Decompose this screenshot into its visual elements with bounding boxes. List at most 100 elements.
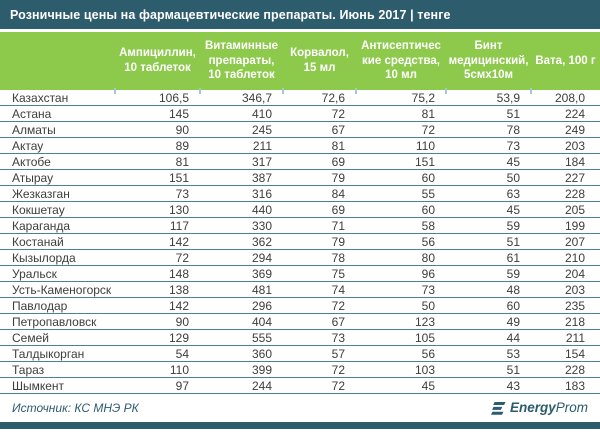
region-cell: Петропавловск xyxy=(0,313,115,330)
price-cell: 317 xyxy=(200,153,283,170)
region-cell: Павлодар xyxy=(0,297,115,314)
price-cell: 78 xyxy=(283,249,356,266)
region-cell: Казахстан xyxy=(0,90,115,106)
price-cell: 60 xyxy=(446,297,531,314)
pharma-price-table: Ампициллин, 10 таблеток Витаминные препар… xyxy=(0,32,600,394)
price-cell: 211 xyxy=(531,329,600,346)
region-cell: Усть-Каменогорск xyxy=(0,281,115,298)
price-cell: 44 xyxy=(446,329,531,346)
price-cell: 79 xyxy=(283,169,356,186)
price-cell: 72 xyxy=(283,361,356,378)
price-cell: 228 xyxy=(531,361,600,378)
page-title: Розничные цены на фармацевтические препа… xyxy=(10,7,451,22)
price-cell: 245 xyxy=(200,121,283,138)
price-cell: 49 xyxy=(446,313,531,330)
region-cell: Костанай xyxy=(0,233,115,250)
price-cell: 58 xyxy=(356,217,446,234)
product-column-header: Антисептичес кие средства, 10 мл xyxy=(356,32,446,90)
price-cell: 54 xyxy=(115,345,200,362)
price-cell: 55 xyxy=(356,185,446,202)
price-cell: 73 xyxy=(115,185,200,202)
price-cell: 207 xyxy=(531,233,600,250)
price-cell: 330 xyxy=(200,217,283,234)
price-cell: 71 xyxy=(283,217,356,234)
table-row: Казахстан 106,5 346,7 72,6 75,2 53,9 208,0 xyxy=(0,90,600,106)
price-cell: 138 xyxy=(115,281,200,298)
price-cell: 218 xyxy=(531,313,600,330)
price-cell: 404 xyxy=(200,313,283,330)
price-cell: 74 xyxy=(283,281,356,298)
price-cell: 45 xyxy=(356,377,446,394)
table-header: Ампициллин, 10 таблеток Витаминные препар… xyxy=(0,32,600,90)
price-cell: 75 xyxy=(283,265,356,282)
price-cell: 387 xyxy=(200,169,283,186)
price-cell: 53,9 xyxy=(446,90,531,106)
price-cell: 48 xyxy=(446,281,531,298)
price-cell: 142 xyxy=(115,297,200,314)
price-cell: 211 xyxy=(200,137,283,154)
price-cell: 60 xyxy=(356,201,446,218)
price-cell: 72 xyxy=(283,377,356,394)
price-cell: 96 xyxy=(356,265,446,282)
price-cell: 249 xyxy=(531,121,600,138)
price-cell: 123 xyxy=(356,313,446,330)
column-tick xyxy=(199,88,201,94)
region-cell: Тараз xyxy=(0,361,115,378)
price-cell: 79 xyxy=(283,233,356,250)
table-row: Шымкент 97 244 72 45 43 183 xyxy=(0,377,600,394)
price-cell: 73 xyxy=(356,281,446,298)
price-cell: 80 xyxy=(356,249,446,266)
price-cell: 73 xyxy=(283,329,356,346)
price-cell: 84 xyxy=(283,185,356,202)
price-cell: 90 xyxy=(115,121,200,138)
table-row: Петропавловск 90 404 67 123 49 218 xyxy=(0,313,600,330)
price-cell: 481 xyxy=(200,281,283,298)
price-cell: 90 xyxy=(115,313,200,330)
price-cell: 72 xyxy=(356,121,446,138)
price-cell: 51 xyxy=(446,233,531,250)
price-cell: 57 xyxy=(283,345,356,362)
region-cell: Талдыкорган xyxy=(0,345,115,362)
price-cell: 130 xyxy=(115,201,200,218)
region-column-header xyxy=(0,32,115,90)
region-cell: Атырау xyxy=(0,169,115,186)
title-bar: Розничные цены на фармацевтические препа… xyxy=(0,0,600,29)
region-cell: Семей xyxy=(0,329,115,346)
price-cell: 103 xyxy=(356,361,446,378)
table-row: Кокшетау 130 440 69 60 45 205 xyxy=(0,201,600,218)
price-cell: 81 xyxy=(356,105,446,122)
column-tick xyxy=(530,88,532,94)
price-cell: 184 xyxy=(531,153,600,170)
price-cell: 399 xyxy=(200,361,283,378)
price-cell: 69 xyxy=(283,201,356,218)
table-row: Усть-Каменогорск 138 481 74 73 48 203 xyxy=(0,281,600,298)
brand-energy: Energy xyxy=(509,400,556,415)
table-row: Костанай 142 362 79 56 51 207 xyxy=(0,233,600,250)
price-cell: 81 xyxy=(283,137,356,154)
price-cell: 60 xyxy=(356,169,446,186)
price-cell: 67 xyxy=(283,313,356,330)
price-cell: 75,2 xyxy=(356,90,446,106)
price-cell: 73 xyxy=(446,137,531,154)
price-cell: 151 xyxy=(115,169,200,186)
product-column-header: Бинт медицинский, 5смх10м xyxy=(446,32,531,90)
table-row: Семей 129 555 73 105 44 211 xyxy=(0,329,600,346)
price-cell: 235 xyxy=(531,297,600,314)
table-row: Актау 89 211 81 110 73 203 xyxy=(0,137,600,154)
price-cell: 51 xyxy=(446,105,531,122)
price-cell: 117 xyxy=(115,217,200,234)
product-column-header: Витаминные препараты, 10 таблеток xyxy=(200,32,283,90)
table-row: Астана 145 410 72 81 51 224 xyxy=(0,105,600,122)
price-cell: 72 xyxy=(115,249,200,266)
price-cell: 105 xyxy=(356,329,446,346)
price-cell: 69 xyxy=(283,153,356,170)
price-cell: 362 xyxy=(200,233,283,250)
table-row: Алматы 90 245 67 72 78 249 xyxy=(0,121,600,138)
price-cell: 440 xyxy=(200,201,283,218)
price-cell: 50 xyxy=(446,169,531,186)
price-cell: 145 xyxy=(115,105,200,122)
source-label: Источник: КС МНЭ РК xyxy=(12,401,139,415)
price-cell: 56 xyxy=(356,233,446,250)
price-cell: 59 xyxy=(446,217,531,234)
